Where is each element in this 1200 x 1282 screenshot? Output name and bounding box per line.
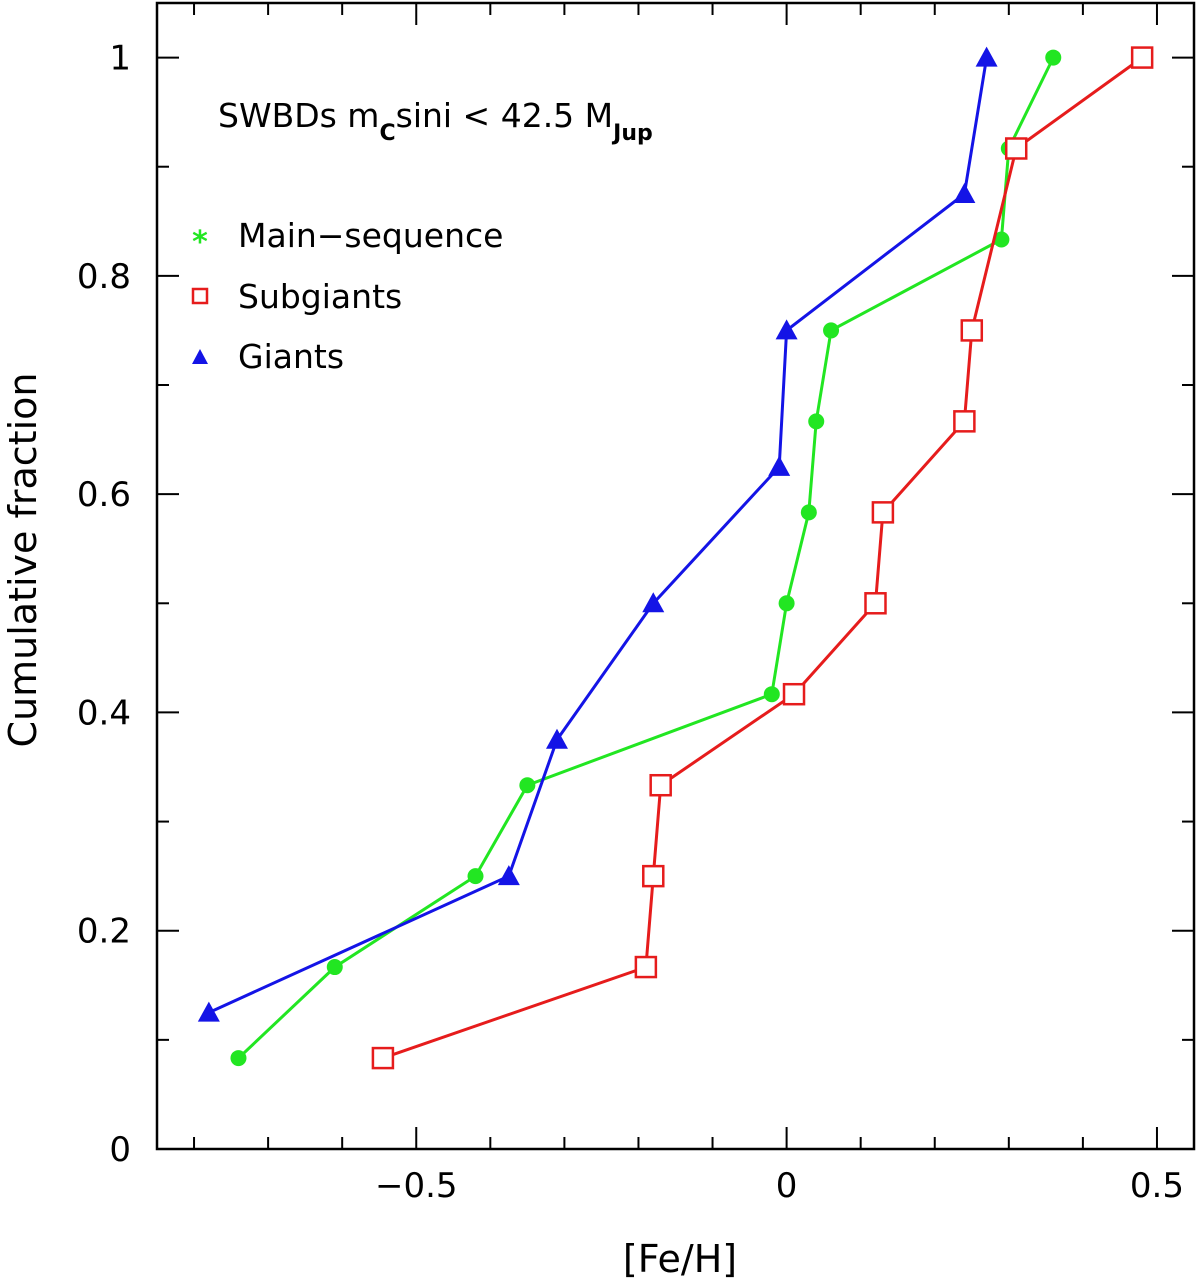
y-tick-label: 0.2 [77,912,131,952]
point-giants [953,183,976,203]
point-subgiants [1004,137,1028,160]
x-tick-label: 0 [776,1166,798,1206]
series-giants [197,46,998,1022]
legend-symbol-subgiants [191,287,209,305]
point-main-sequence [808,413,825,430]
point-main-sequence [763,686,780,703]
point-subgiants [953,410,976,433]
x-tick-label: −0.5 [375,1166,458,1206]
point-main-sequence [800,504,817,521]
point-giants [975,46,998,67]
plot-frame [155,1,1196,1151]
point-subgiants [649,773,672,797]
point-subgiants [960,319,984,342]
y-tick-label: 0.6 [77,475,131,515]
tick-marks [157,3,1194,1150]
series-layer [197,46,1154,1070]
point-giants [545,728,568,749]
legend-label-giants: Giants [238,337,344,376]
annotation-sub2: Jup [611,121,653,146]
y-tick-label: 0.8 [77,257,131,297]
point-subgiants [642,864,665,888]
annotation-prefix: SWBDs m [218,96,379,135]
legend-label-main-sequence: Main−sequence [238,216,503,255]
annotation-sub1: C [379,121,395,146]
series-line-giants [208,57,989,1014]
tick-labels: −0.5 0 0.5 0 0.2 0.4 0.6 0.8 1 [77,39,1184,1206]
y-tick-label: 1 [109,39,131,79]
legend-symbol-main-sequence: * [192,225,208,260]
point-subgiants [871,501,895,524]
y-axis-label: Cumulative fraction [1,373,45,748]
legend: * Main−sequence Subgiants Giants [191,216,503,376]
point-giants [768,455,791,476]
point-main-sequence [519,777,536,794]
point-main-sequence [467,868,484,885]
legend-label-subgiants: Subgiants [238,277,402,316]
x-axis-label: [Fe/H] [623,1237,737,1281]
point-subgiants [1130,46,1154,69]
point-giants [197,1001,220,1022]
chart-annotation: SWBDs mCsini < 42.5 MJup [218,96,653,146]
point-giants [642,592,665,613]
series-main-sequence [230,49,1062,1067]
x-tick-label: 0.5 [1130,1166,1184,1206]
y-tick-label: 0 [109,1130,131,1170]
point-main-sequence [823,322,840,339]
point-subgiants [782,682,806,706]
annotation-middle: sini < 42.5 M [396,96,614,135]
series-subgiants [371,46,1154,1070]
point-subgiants [371,1046,395,1070]
legend-symbol-giants [192,349,208,364]
point-giants [497,865,520,886]
point-main-sequence [326,959,343,976]
series-line-main-sequence [237,56,1055,1060]
point-main-sequence [230,1050,247,1067]
y-tick-label: 0.4 [77,693,131,733]
point-subgiants [864,592,887,615]
point-main-sequence [1045,49,1062,66]
point-main-sequence [993,231,1010,248]
point-subgiants [634,955,658,979]
point-main-sequence [778,595,795,612]
series-line-subgiants [382,56,1144,1060]
point-giants [775,319,798,340]
